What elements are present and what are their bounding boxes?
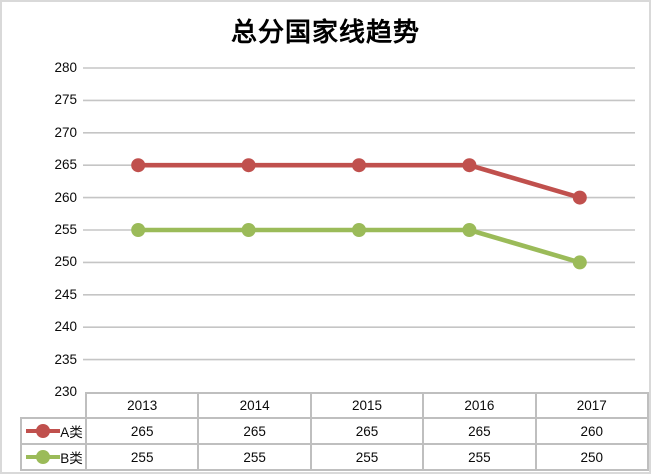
y-axis-tick-label: 275	[54, 92, 77, 108]
y-axis-tick-label: 280	[54, 60, 77, 75]
series-b-value-cell: 255	[84, 443, 200, 471]
series-marker-b	[352, 223, 366, 237]
series-marker-a	[462, 158, 477, 173]
series-a-value-cell: 260	[534, 417, 649, 445]
y-axis-tick-label: 230	[54, 384, 77, 399]
table-corner-blank	[21, 393, 86, 418]
y-axis-tick-label: 240	[54, 319, 77, 335]
year-header-cell: 2017	[534, 392, 649, 419]
legend-cell-b: B类	[20, 443, 87, 471]
legend-line-marker-icon	[26, 424, 61, 438]
legend-label-a: A类	[60, 425, 83, 440]
year-header-cell: 2015	[309, 392, 425, 419]
series-marker-a	[241, 158, 256, 173]
series-b-value-cell: 255	[422, 443, 537, 471]
legend-line-marker-icon	[26, 450, 61, 464]
series-marker-b	[462, 223, 477, 237]
data-table: 2013 2014 2015 2016 2017 A类 265 265 265 265 260 B类 2…	[20, 392, 649, 471]
y-axis-tick-label: 250	[54, 254, 77, 270]
y-axis-tick-label: 255	[54, 222, 77, 237]
year-header-cell: 2013	[84, 392, 200, 419]
series-a-value-cell: 265	[84, 417, 200, 445]
series-marker-a	[352, 158, 366, 173]
series-b-value-cell: 255	[197, 443, 312, 471]
year-header-cell: 2016	[422, 392, 537, 419]
series-marker-b	[241, 223, 256, 237]
series-a-value-cell: 265	[422, 417, 537, 445]
y-axis-tick-label: 270	[54, 124, 77, 140]
legend-cell-a: A类	[20, 417, 87, 445]
y-axis-tick-label: 245	[54, 286, 77, 302]
series-a-value-cell: 265	[309, 417, 425, 445]
series-b-value-cell: 250	[534, 443, 649, 471]
series-marker-a	[572, 190, 587, 205]
legend-label-b: B类	[60, 451, 83, 466]
year-header-cell: 2014	[197, 392, 312, 419]
chart-title: 总分国家线趋势	[230, 18, 420, 47]
y-axis-tick-label: 235	[54, 351, 77, 367]
series-marker-b	[572, 255, 587, 270]
series-b-value-cell: 255	[309, 443, 425, 471]
y-axis-tick-label: 260	[54, 189, 77, 205]
y-axis-tick-label: 265	[54, 157, 77, 173]
series-marker-b	[131, 223, 146, 237]
series-a-value-cell: 265	[197, 417, 312, 445]
series-marker-a	[131, 158, 146, 173]
